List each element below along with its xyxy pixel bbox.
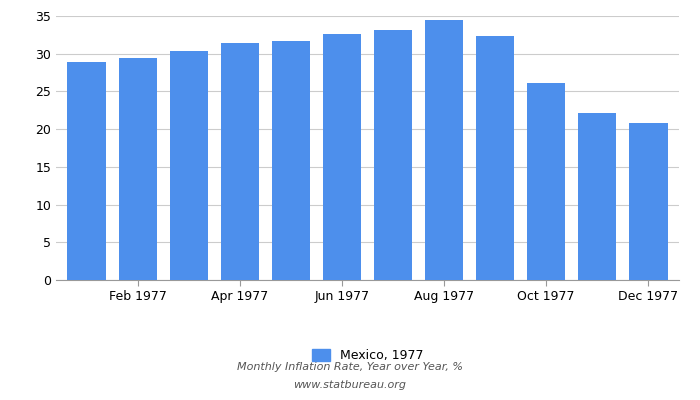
- Text: www.statbureau.org: www.statbureau.org: [293, 380, 407, 390]
- Bar: [118, 58, 157, 280]
- Bar: [629, 123, 668, 280]
- Bar: [476, 36, 514, 280]
- Text: Monthly Inflation Rate, Year over Year, %: Monthly Inflation Rate, Year over Year, …: [237, 362, 463, 372]
- Legend: Mexico, 1977: Mexico, 1977: [307, 344, 428, 367]
- Bar: [169, 51, 208, 280]
- Bar: [272, 41, 310, 280]
- Bar: [374, 30, 412, 280]
- Bar: [67, 62, 106, 280]
- Bar: [220, 43, 259, 280]
- Bar: [578, 112, 617, 280]
- Bar: [527, 83, 566, 280]
- Bar: [323, 34, 361, 280]
- Bar: [425, 20, 463, 280]
